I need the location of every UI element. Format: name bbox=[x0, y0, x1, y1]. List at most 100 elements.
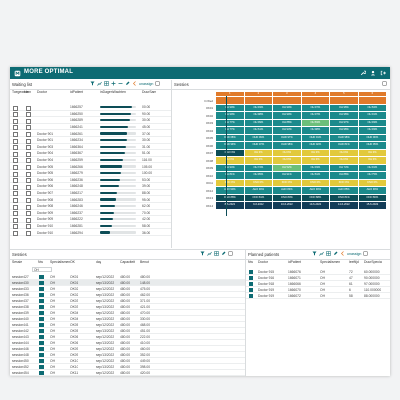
heatmap-cell[interactable]: AHO 90% bbox=[244, 187, 273, 194]
table-row[interactable]: session427 OH OK01 sep/12/2022 480.00 480.00 bbox=[10, 274, 245, 280]
heatmap-cell[interactable]: OH 0% bbox=[301, 157, 330, 164]
heatmap-cell[interactable]: OH 99% bbox=[273, 104, 301, 112]
column-header[interactable]: Doctor bbox=[258, 260, 268, 264]
heatmap-cell[interactable]: OH 99% bbox=[216, 104, 244, 112]
heatmap-cell[interactable] bbox=[216, 97, 244, 104]
heatmap-cell[interactable]: OHD 98% bbox=[273, 142, 301, 149]
row-checkbox[interactable] bbox=[13, 217, 18, 223]
heatmap-cell[interactable]: OH 93% bbox=[358, 127, 387, 134]
grid-icon[interactable] bbox=[326, 251, 331, 256]
unassign-button[interactable]: unassign bbox=[347, 251, 362, 256]
column-header[interactable]: leeftijd bbox=[349, 260, 359, 264]
heatmap-cell[interactable]: OH 99% bbox=[216, 112, 244, 119]
row-checkbox[interactable] bbox=[26, 112, 31, 118]
heatmap-cell[interactable]: OHD 92% bbox=[301, 142, 330, 149]
heatmap-cell[interactable] bbox=[244, 97, 273, 104]
chart-icon[interactable] bbox=[97, 81, 102, 86]
table-row[interactable]: Doctor 908 1666246 62.00 bbox=[10, 203, 171, 210]
heatmap-cell[interactable]: ONO 80% bbox=[358, 194, 387, 202]
heatmap-cell[interactable]: OH 95% bbox=[244, 172, 273, 179]
heatmap-cell[interactable]: OH 93% bbox=[358, 119, 387, 127]
heatmap-cell[interactable]: OH 93% bbox=[244, 104, 273, 112]
table-row[interactable]: Doctor 908 1666283 95.00 bbox=[10, 196, 171, 203]
heatmap-cell[interactable]: OH 88% bbox=[273, 119, 301, 127]
heatmap-cell[interactable]: 8-6-2022 bbox=[216, 202, 244, 209]
heatmap-cell[interactable]: OH 75% bbox=[358, 172, 387, 179]
heatmap-cell[interactable]: OH 61% bbox=[244, 127, 273, 134]
heatmap-cell[interactable]: OH 73% bbox=[330, 164, 358, 172]
logout-icon[interactable] bbox=[380, 69, 386, 77]
table-row[interactable]: session446 OH OK09 sep/12/2022 480.00 460.00 bbox=[10, 346, 245, 352]
column-header[interactable]: Capaciteit bbox=[120, 260, 136, 264]
heatmap-cell[interactable]: OHD 99% bbox=[216, 142, 244, 149]
column-header[interactable]: Ids bbox=[24, 90, 29, 94]
row-checkbox[interactable] bbox=[26, 145, 31, 151]
heatmap-cell[interactable]: OH 77% bbox=[216, 127, 244, 134]
heatmap-cell[interactable]: OH 97% bbox=[301, 104, 330, 112]
row-checkbox[interactable] bbox=[26, 164, 31, 170]
row-checkbox[interactable] bbox=[13, 211, 18, 217]
row-checkbox[interactable] bbox=[26, 224, 31, 230]
heatmap-cell[interactable] bbox=[358, 97, 387, 104]
maximize-icon[interactable] bbox=[382, 81, 387, 86]
heatmap-cell[interactable]: OH 0% bbox=[244, 157, 273, 164]
table-row[interactable]: session444 OH OK06 sep/13/2022 480.00 410.00 bbox=[10, 340, 245, 346]
row-checkbox[interactable] bbox=[26, 197, 31, 203]
heatmap-cell[interactable]: OH 98% bbox=[330, 104, 358, 112]
heatmap-cell[interactable]: OHD 98% bbox=[330, 134, 358, 142]
column-header[interactable]: Benut bbox=[140, 260, 149, 264]
table-row[interactable]: Doctor 909 1666237 70.00 bbox=[10, 210, 171, 217]
heatmap-cell[interactable] bbox=[301, 97, 330, 104]
row-checkbox[interactable] bbox=[13, 184, 18, 190]
table-row[interactable]: session448 OH OK09 sep/13/2022 480.00 352.00 bbox=[10, 352, 245, 358]
table-row[interactable]: session454 OH OK11 sep/12/2022 480.00 420.00 bbox=[10, 370, 245, 376]
table-row[interactable]: 1666289 30.00 bbox=[10, 117, 171, 124]
row-checkbox[interactable] bbox=[13, 151, 18, 157]
heatmap-cell[interactable]: OH 83% bbox=[301, 119, 330, 127]
column-header[interactable]: idPatient bbox=[70, 90, 84, 94]
heatmap-cell[interactable]: OH 0% bbox=[330, 149, 358, 157]
table-row[interactable]: Doctor 904 1666259 116.00 bbox=[10, 157, 171, 164]
remove-icon[interactable] bbox=[118, 81, 123, 86]
heatmap-cell[interactable]: OHD 90% bbox=[358, 134, 387, 142]
table-row[interactable]: Doctor 910 1666294 36.00 bbox=[10, 229, 171, 236]
table-row[interactable]: Doctor 910 1666281 58.00 bbox=[10, 223, 171, 230]
heatmap-cell[interactable]: OHD 91% bbox=[301, 134, 330, 142]
table-row[interactable]: Doctor 905 1666266 105.00 bbox=[10, 163, 171, 170]
row-checkbox[interactable] bbox=[13, 118, 18, 124]
heatmap-cell[interactable]: ONO 80% bbox=[273, 194, 301, 202]
column-header[interactable]: Toegewezen bbox=[12, 90, 32, 94]
heatmap-cell[interactable]: AHO 85% bbox=[330, 187, 358, 194]
row-checkbox[interactable] bbox=[26, 118, 31, 124]
heatmap-cell[interactable]: 13-6-2022 bbox=[301, 202, 330, 209]
table-row[interactable]: session430 OH OK01 sep/13/2022 480.00 148.00 bbox=[10, 280, 245, 286]
heatmap-cell[interactable]: OH 0% bbox=[301, 149, 330, 157]
heatmap-cell[interactable]: KNO 0% bbox=[216, 179, 244, 187]
table-row[interactable]: 1666250 90.00 bbox=[10, 111, 171, 118]
row-checkbox[interactable] bbox=[26, 171, 31, 177]
heatmap-cell[interactable]: OH 97% bbox=[301, 112, 330, 119]
heatmap-cell[interactable]: AHO 90% bbox=[358, 187, 387, 194]
heatmap-cell[interactable]: KNO 0% bbox=[358, 179, 387, 187]
heatmap-cell[interactable]: OH 0% bbox=[358, 149, 387, 157]
row-checkbox[interactable] bbox=[13, 112, 18, 118]
heatmap-cell[interactable]: OH 88% bbox=[330, 172, 358, 179]
back-icon[interactable] bbox=[132, 81, 137, 86]
table-row[interactable]: session450 OH OK10 sep/12/2022 480.00 449.00 bbox=[10, 358, 245, 364]
heatmap-cell[interactable]: OH 0% bbox=[358, 157, 387, 164]
heatmap-cell[interactable]: KNO 0% bbox=[301, 179, 330, 187]
row-checkbox[interactable] bbox=[26, 230, 31, 236]
heatmap-cell[interactable]: OH 52% bbox=[273, 164, 301, 172]
add-icon[interactable] bbox=[111, 81, 116, 86]
back-icon[interactable] bbox=[340, 251, 345, 256]
column-header[interactable]: Nw bbox=[248, 260, 253, 264]
heatmap-cell[interactable]: OH 0% bbox=[273, 157, 301, 164]
table-row[interactable]: Doctor 915 1666076 OH 72 60.000000 bbox=[246, 269, 390, 275]
column-header[interactable]: DuurSam bbox=[142, 90, 157, 94]
maximize-icon[interactable] bbox=[228, 251, 233, 256]
column-header[interactable]: Specialismen bbox=[50, 260, 71, 264]
row-checkbox[interactable] bbox=[26, 184, 31, 190]
table-row[interactable]: Doctor 901 1666261 37.00 bbox=[10, 130, 171, 137]
column-header[interactable]: Sessie bbox=[12, 260, 23, 264]
table-row[interactable]: session442 OH OK05 sep/13/2022 480.00 451.00 bbox=[10, 328, 245, 334]
